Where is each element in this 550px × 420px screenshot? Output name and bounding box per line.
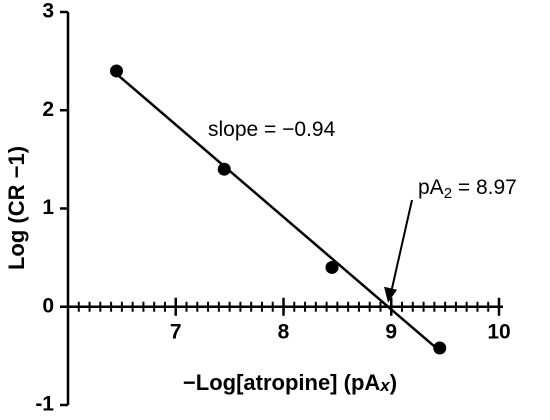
slope-text: slope = xyxy=(208,118,282,141)
x-tick-label: 8 xyxy=(278,320,290,343)
data-point xyxy=(217,162,231,176)
pa2-arrowhead xyxy=(384,286,398,303)
pa2-annotation: pA2 = 8.97 xyxy=(418,176,517,202)
y-tick-label: 1 xyxy=(42,196,54,219)
pa2-main: pA xyxy=(418,176,444,199)
pa2-arrow xyxy=(390,199,413,293)
x-axis-title-end: ) xyxy=(390,370,397,395)
fit-line xyxy=(115,72,441,352)
y-tick-label: -1 xyxy=(35,393,54,416)
y-axis-title: Log (CR −1) xyxy=(4,146,29,270)
data-point xyxy=(325,260,339,274)
x-tick-label: 9 xyxy=(385,320,397,343)
data-point xyxy=(433,341,447,355)
x-axis-title: −Log[atropine] (pAx) xyxy=(183,370,397,396)
y-tick-label: 2 xyxy=(42,98,54,121)
y-tick-label: 3 xyxy=(42,0,54,23)
y-tick-label: 0 xyxy=(42,294,54,317)
x-tick-label: 7 xyxy=(170,320,182,343)
x-axis-title-main: −Log[atropine] (pA xyxy=(183,370,380,395)
slope-value: −0.94 xyxy=(282,118,335,141)
x-axis-title-italic: x xyxy=(379,376,391,395)
data-point xyxy=(109,64,123,78)
x-tick-label: 10 xyxy=(487,320,510,343)
slope-annotation: slope = −0.94 xyxy=(208,118,336,141)
pa2-rest: = 8.97 xyxy=(452,176,517,199)
pa2-sub: 2 xyxy=(444,185,452,202)
